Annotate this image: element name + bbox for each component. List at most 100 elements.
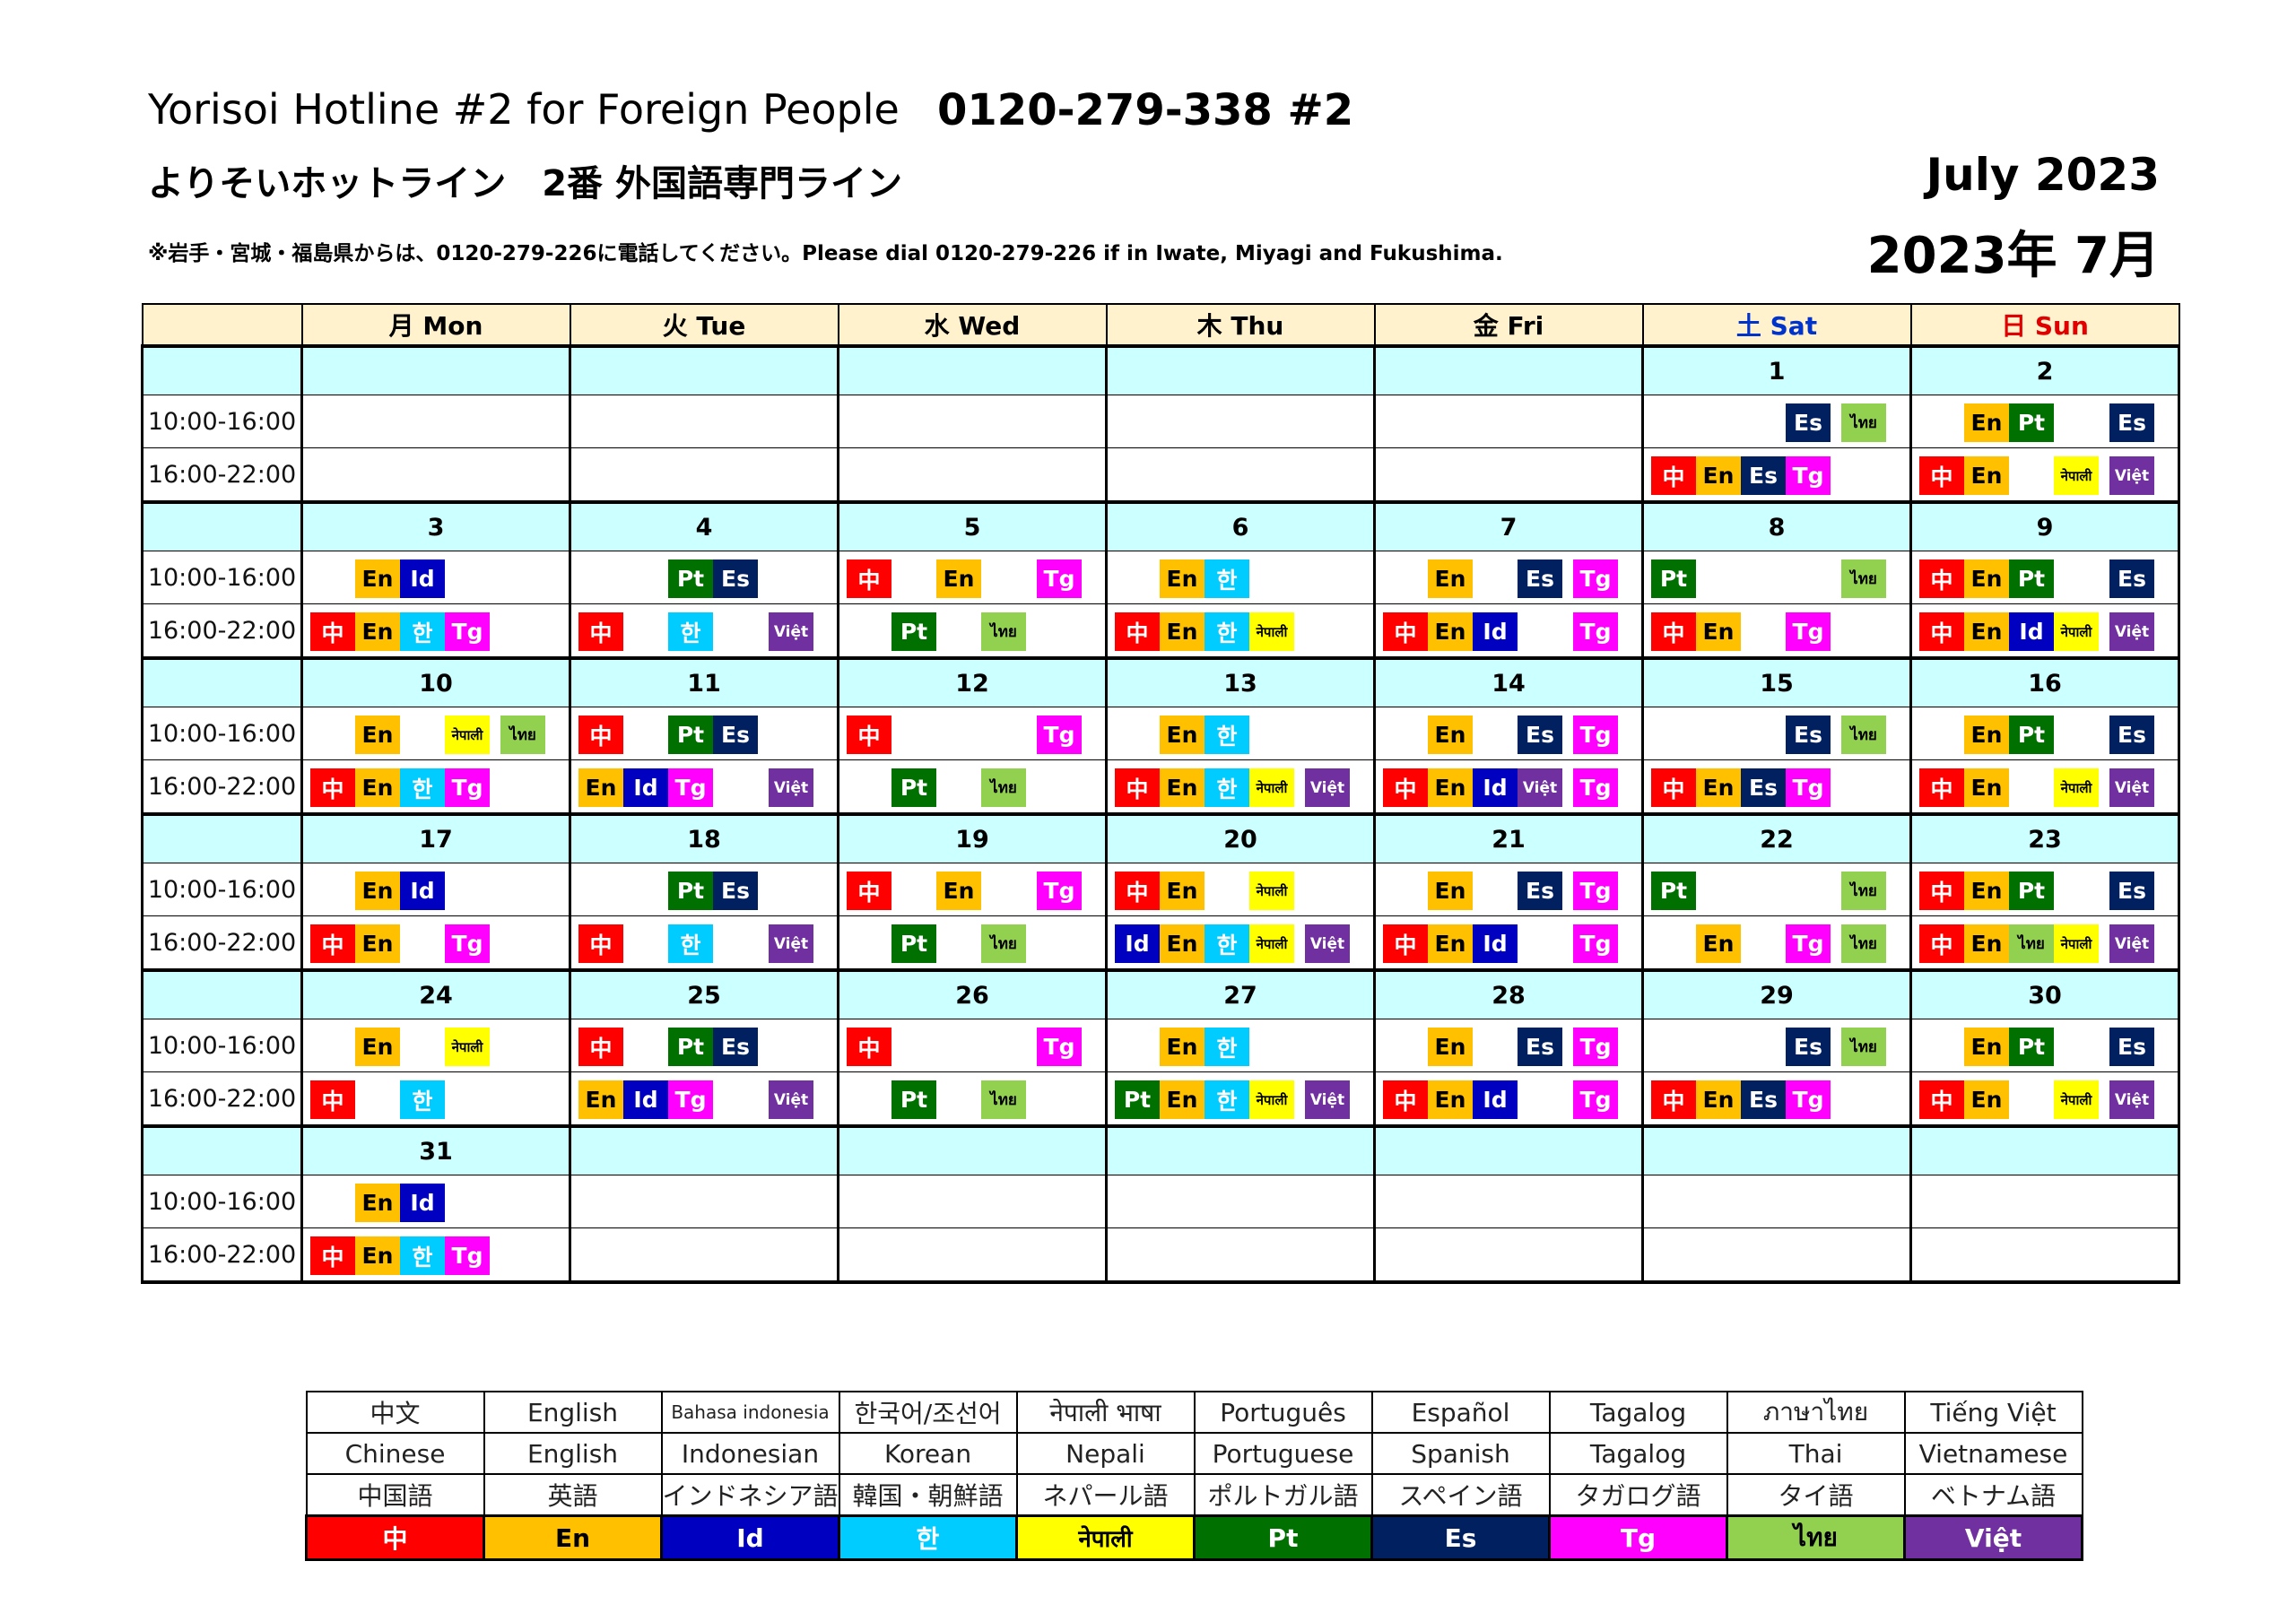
- legend-japanese-name: ポルトガル語: [1193, 1473, 1373, 1517]
- slot-cell-content: [1108, 395, 1373, 447]
- slot-cell: Pt Es: [569, 863, 839, 916]
- weekday-sun: 日 Sun: [1909, 303, 2180, 347]
- lang-badge-zh: 中: [1383, 924, 1428, 963]
- lang-badge-en: En: [1964, 403, 2009, 442]
- slot-cell: 中 En नेपाली Việt: [1909, 1071, 2180, 1127]
- date-cell: [1105, 1124, 1376, 1175]
- slot-cell-content: En Pt Es: [1912, 1019, 2178, 1071]
- legend-swatch-en: En: [483, 1514, 663, 1561]
- lang-badge-zh: 中: [1651, 612, 1696, 651]
- date-cell: 20: [1105, 812, 1376, 863]
- lang-badge-es: Es: [713, 559, 758, 598]
- date-cell: 14: [1373, 656, 1644, 707]
- slot-cell: [837, 1175, 1108, 1228]
- slot-cell: 中 En नेपाली: [1105, 863, 1376, 916]
- lang-badge-ne: नेपाली: [1249, 924, 1294, 963]
- slot-cell: 中 Pt Es: [569, 1019, 839, 1072]
- slot-cell: [569, 447, 839, 503]
- slot-cell: En Es Tg: [1373, 1019, 1644, 1072]
- lang-badge-tg: Tg: [1573, 872, 1618, 910]
- slot-row: 10:00-16:00 En Id Pt Es 中 En Tg En 한 En Es Tg Pt ไทย中 E…: [141, 551, 2180, 604]
- lang-badge-ne: नेपाली: [2054, 612, 2099, 651]
- slot-cell: 中 En Pt Es: [1909, 863, 2180, 916]
- lang-badge-zh: 中: [1651, 1080, 1696, 1119]
- lang-badge-es: Es: [1786, 716, 1831, 754]
- lang-badge-en: En: [1696, 768, 1741, 807]
- slot-cell-content: [303, 395, 569, 447]
- date-cell: 22: [1641, 812, 1912, 863]
- lang-badge-ko: 한: [668, 924, 713, 963]
- lang-badge-ko: 한: [1205, 768, 1249, 807]
- calendar-body: 1 2 10:00-16:00 Es ไทย En Pt Es 16:00-22:00 中 En Es…: [141, 344, 2180, 1284]
- legend-swatch-vi: Việt: [1903, 1514, 2083, 1561]
- slot-cell: 中 En Id नेपाली Việt: [1909, 603, 2180, 659]
- lang-badge-es: Es: [713, 872, 758, 910]
- lang-badge-es: Es: [713, 1028, 758, 1066]
- slot-cell: 中 En Id Tg: [1373, 603, 1644, 659]
- time-slot-label: 16:00-22:00: [141, 1071, 303, 1127]
- lang-badge-zh: 中: [310, 1080, 355, 1119]
- legend-swatch-id: Id: [660, 1514, 840, 1561]
- lang-badge-en: En: [355, 1184, 400, 1222]
- slot-cell-content: 中 En Id नेपाली Việt: [1912, 604, 2178, 656]
- slot-cell-content: En 한: [1108, 551, 1373, 603]
- legend-japanese-name: 韓国・朝鮮語: [838, 1473, 1018, 1517]
- lang-badge-id: Id: [1473, 924, 1518, 963]
- slot-row: 16:00-22:00 中 En 한 Tg 中 한 Việt Pt ไทย中 En 한 नेपाली 中 E…: [141, 603, 2180, 659]
- lang-badge-id: Id: [1473, 768, 1518, 807]
- slot-cell: 中 En नेपाली Việt: [1909, 447, 2180, 503]
- title-english: Yorisoi Hotline #2 for Foreign People: [148, 85, 900, 134]
- lang-badge-en: En: [1160, 612, 1205, 651]
- slot-cell-content: 中 Tg: [839, 1019, 1105, 1071]
- slot-cell-content: 中 En Pt Es: [1912, 863, 2178, 915]
- lang-badge-en: En: [355, 716, 400, 754]
- lang-badge-en: En: [1964, 1028, 2009, 1066]
- lang-badge-pt: Pt: [1651, 872, 1696, 910]
- lang-badge-vi: Việt: [769, 768, 813, 807]
- date-cell: [1909, 1124, 2180, 1175]
- slot-cell-content: Id En 한 नेपाली Việt: [1108, 916, 1373, 968]
- date-cell: [300, 344, 571, 395]
- legend-native-name: English: [483, 1391, 663, 1434]
- legend-native-name: ภาษาไทย: [1726, 1391, 1906, 1434]
- lang-badge-id: Id: [2009, 612, 2054, 651]
- slot-row: 16:00-22:00 中 En Es Tg 中 En नेपाली Việt: [141, 447, 2180, 503]
- slot-cell: Es ไทย: [1641, 707, 1912, 760]
- date-cell: [837, 344, 1108, 395]
- slot-cell: Pt ไทย: [1641, 863, 1912, 916]
- slot-cell: [1105, 447, 1376, 503]
- lang-badge-es: Es: [2109, 872, 2154, 910]
- legend-swatch-pt: Pt: [1193, 1514, 1373, 1561]
- lang-badge-en: En: [1428, 1080, 1473, 1119]
- lang-badge-tg: Tg: [1573, 716, 1618, 754]
- slot-row: 10:00-16:00 Es ไทย En Pt Es: [141, 395, 2180, 448]
- slot-cell-content: 中 En नेपाली Việt: [1912, 760, 2178, 812]
- lang-badge-id: Id: [1115, 924, 1160, 963]
- lang-badge-tg: Tg: [1786, 456, 1831, 495]
- legend-japanese-name: ベトナム語: [1903, 1473, 2083, 1517]
- lang-badge-es: Es: [1786, 403, 1831, 442]
- lang-badge-vi: Việt: [2109, 768, 2154, 807]
- slot-cell-content: En Es Tg: [1376, 863, 1641, 915]
- lang-badge-pt: Pt: [891, 924, 936, 963]
- slot-cell: En Pt Es: [1909, 707, 2180, 760]
- date-cell: 27: [1105, 968, 1376, 1019]
- lang-badge-ko: 한: [400, 1236, 445, 1275]
- lang-badge-id: Id: [400, 872, 445, 910]
- lang-badge-id: Id: [623, 768, 668, 807]
- date-cell: 6: [1105, 500, 1376, 551]
- legend-japanese-name: インドネシア語: [660, 1473, 840, 1517]
- date-cell: [837, 1124, 1108, 1175]
- slot-cell-content: [571, 1175, 837, 1227]
- lang-badge-zh: 中: [847, 559, 891, 598]
- lang-badge-ko: 한: [400, 1080, 445, 1119]
- legend-swatch-ko: 한: [838, 1514, 1018, 1561]
- slot-cell-content: En Pt Es: [1912, 395, 2178, 447]
- legend-japanese-name: ネパール語: [1015, 1473, 1196, 1517]
- slot-cell-content: [1912, 1228, 2178, 1280]
- legend-swatch-tg: Tg: [1548, 1514, 1728, 1561]
- lang-badge-zh: 中: [1919, 559, 1964, 598]
- lang-badge-zh: 中: [1919, 612, 1964, 651]
- slot-cell: [1373, 395, 1644, 448]
- legend-japanese-name: タガログ語: [1548, 1473, 1728, 1517]
